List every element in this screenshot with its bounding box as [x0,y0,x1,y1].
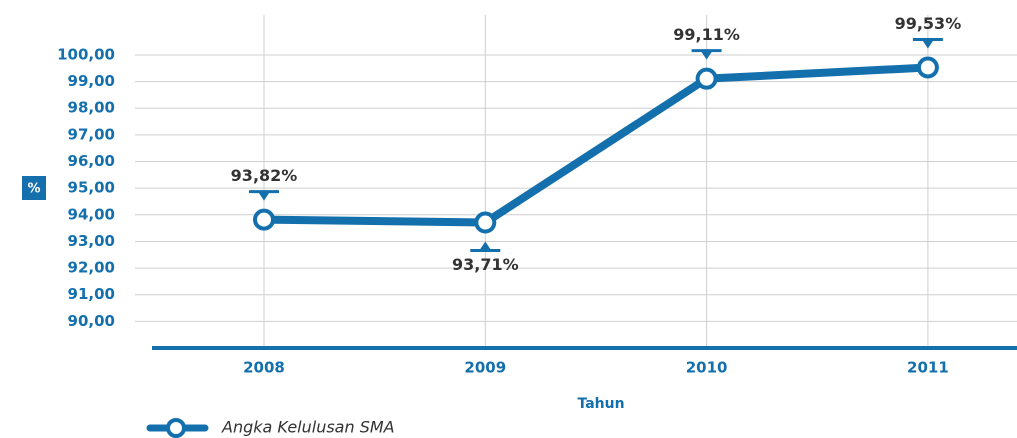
y-tick-label: 98,00 [68,99,115,117]
y-tick-label: 97,00 [68,125,115,143]
point [253,208,275,231]
y-tick-label: 90,00 [68,312,115,330]
y-tick-label: 93,00 [68,232,115,250]
y-tick-label: 92,00 [68,259,115,277]
label-pointer [258,191,270,201]
point [916,56,939,79]
y-tick-label: 94,00 [68,205,115,223]
x-tick-label: 2010 [686,359,728,377]
data-label: 93,71% [452,255,519,274]
y-tick-label: 99,00 [68,72,115,90]
y-tick-label: 100,00 [57,45,115,63]
legend-label: Angka Kelulusan SMA [221,418,395,437]
y-tick-label: 95,00 [68,179,115,197]
data-label: 99,53% [895,14,962,33]
label-pointer [479,241,492,251]
data-label: 99,11% [673,25,740,44]
point [474,211,497,234]
label-pointer [921,39,934,49]
label-pointer [700,50,713,60]
y-axis-label: % [27,182,40,197]
point [695,67,718,90]
x-axis-label: Tahun [577,396,624,412]
x-tick-label: 2009 [464,359,506,377]
data-label: 93,82% [231,166,298,185]
x-tick-label: 2011 [907,359,949,377]
y-tick-label: 91,00 [68,285,115,303]
legend-marker [166,418,186,438]
y-label-box [22,176,46,200]
y-tick-label: 96,00 [68,152,115,170]
x-tick-label: 2008 [243,359,285,377]
line [263,63,929,227]
